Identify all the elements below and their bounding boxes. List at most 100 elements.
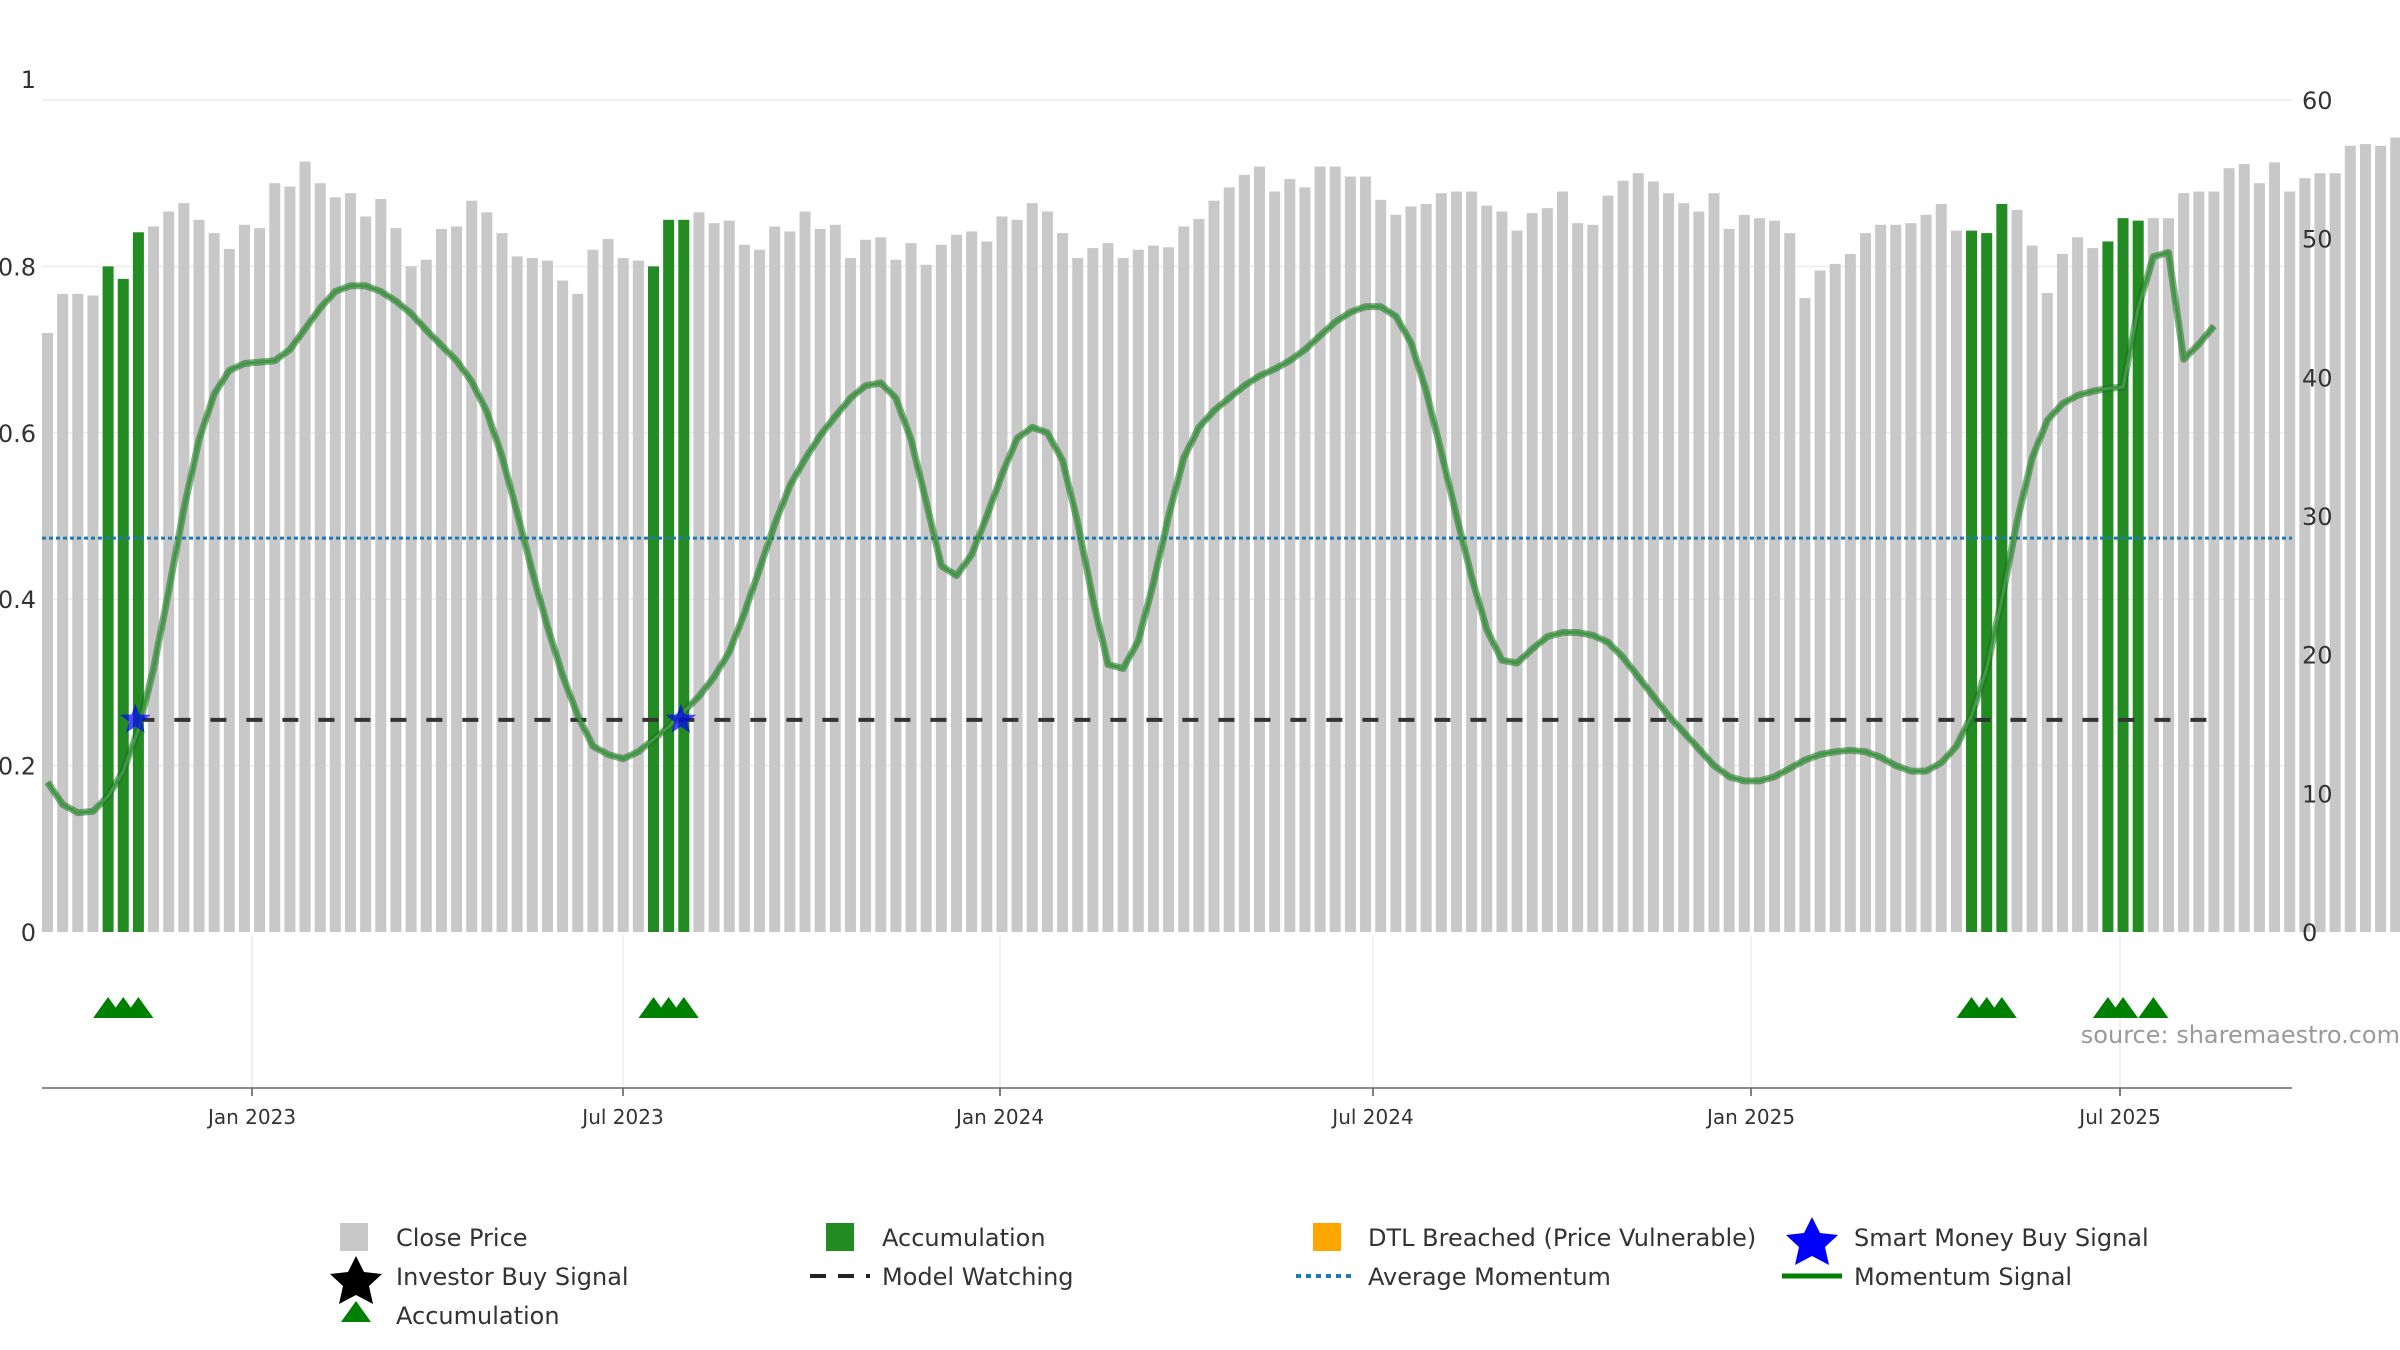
- close-price-bar: [481, 212, 493, 932]
- close-price-bar: [769, 226, 781, 933]
- accumulation-bar: [663, 219, 675, 933]
- close-price-bar: [2238, 164, 2250, 933]
- close-price-bar: [2056, 253, 2068, 933]
- close-price-bar: [466, 200, 478, 932]
- close-price-bar: [981, 241, 993, 932]
- right-axis-tick-label: 60: [2302, 87, 2333, 115]
- close-price-bar: [1935, 204, 1947, 932]
- close-price-bar: [2178, 193, 2190, 932]
- left-axis-tick-label: 1: [21, 66, 36, 94]
- close-price-bar: [2041, 293, 2053, 932]
- close-price-bar: [254, 228, 266, 933]
- close-price-bar: [1632, 173, 1644, 932]
- close-price-bar: [451, 226, 463, 933]
- legend-accumulation-triangle-label: Accumulation: [396, 1302, 560, 1330]
- close-price-bar: [1269, 191, 1281, 932]
- close-price-bar: [2011, 209, 2023, 933]
- close-price-bar: [2163, 218, 2174, 933]
- close-price-bar: [1072, 258, 1084, 933]
- source-annotation: source: sharemaestro.com: [2081, 1021, 2400, 1049]
- close-price-bar: [1481, 205, 1493, 932]
- close-price-bar: [1663, 193, 1675, 932]
- close-price-bar: [1693, 211, 1705, 932]
- close-price-bar: [1890, 224, 1902, 933]
- accumulation-triangle: [668, 997, 699, 1018]
- close-price-bar: [148, 226, 160, 933]
- close-price-bar: [1208, 200, 1220, 932]
- accumulation-bar: [117, 278, 129, 932]
- close-price-bar: [1011, 219, 1023, 933]
- close-price-bar: [1284, 179, 1296, 933]
- close-price-bar: [829, 224, 841, 933]
- smart-money-buy-star: [665, 703, 696, 733]
- close-price-bar: [87, 295, 99, 932]
- close-price-bar: [875, 237, 887, 932]
- momentum-signal-line-highlight: [46, 251, 2216, 815]
- close-price-bar: [1647, 181, 1659, 932]
- close-price-bar: [1572, 223, 1584, 933]
- close-price-bar: [1708, 193, 1720, 932]
- close-price-bar: [2314, 173, 2326, 932]
- legend-average-momentum-label: Average Momentum: [1368, 1263, 1611, 1291]
- close-price-bar: [1178, 226, 1190, 933]
- close-price-bar: [617, 258, 629, 933]
- accumulation-bar: [2132, 220, 2144, 932]
- close-price-bar: [1057, 233, 1069, 932]
- close-price-bar: [738, 244, 750, 932]
- close-price-bar: [360, 216, 372, 933]
- close-price-bar: [1860, 233, 1871, 932]
- legend-dtl-breached-swatch: [1313, 1223, 1341, 1251]
- close-price-bar: [951, 234, 962, 932]
- legend-investor-star-icon: [330, 1256, 382, 1304]
- close-price-bar: [1799, 298, 1811, 932]
- close-price-bar: [1344, 176, 1356, 932]
- legend-smart-money-star-icon: [1786, 1217, 1838, 1265]
- close-price-bar: [1950, 230, 1962, 932]
- close-price-bar: [708, 223, 720, 933]
- close-price-bar: [1132, 249, 1144, 932]
- x-axis-tick-label: Jan 2025: [1705, 1105, 1795, 1129]
- accumulation-bar: [648, 266, 659, 932]
- legend-model-watching-label: Model Watching: [882, 1263, 1074, 1291]
- close-price-bar: [1602, 195, 1614, 932]
- momentum-signal-layer: [44, 249, 2217, 817]
- close-price-bar: [1117, 258, 1129, 933]
- accumulation-triangle: [123, 997, 154, 1018]
- close-price-bar: [1450, 191, 1462, 932]
- close-price-bar: [1329, 166, 1341, 932]
- close-price-bar: [860, 239, 872, 932]
- close-price-bar: [1405, 206, 1417, 933]
- close-price-bar: [511, 256, 523, 932]
- close-price-bar: [1223, 187, 1235, 933]
- close-price-bar: [1299, 187, 1311, 933]
- x-axis-tick-label: Jan 2024: [954, 1105, 1044, 1129]
- close-price-bar: [1511, 230, 1523, 932]
- left-axis-tick-label: 0: [21, 919, 36, 947]
- accumulation-bar: [2117, 218, 2129, 933]
- legend-accumulation-triangle-icon: [341, 1301, 371, 1322]
- left-axis-tick-label: 0.8: [0, 253, 36, 281]
- close-price-bar: [784, 231, 796, 932]
- x-axis-tick-label: Jul 2025: [2077, 1105, 2160, 1129]
- close-price-bar: [2253, 183, 2265, 932]
- close-price-bar: [1617, 180, 1629, 933]
- close-price-bar: [435, 228, 447, 932]
- close-price-bar: [1814, 270, 1826, 932]
- close-price-bar: [1360, 176, 1372, 932]
- close-price-bar: [1390, 214, 1402, 933]
- legend-close-price-label: Close Price: [396, 1224, 528, 1252]
- close-price-bar: [1026, 203, 1038, 933]
- left-axis-tick-label: 0.2: [0, 753, 36, 781]
- close-price-bar: [2344, 145, 2356, 932]
- close-price-bar: [1829, 263, 1841, 932]
- close-price-bar: [1784, 233, 1796, 932]
- accumulation-bar: [1966, 230, 1978, 932]
- right-axis-tick-label: 20: [2302, 642, 2333, 670]
- close-price-bar: [844, 258, 856, 933]
- accumulation-bar: [2102, 241, 2114, 932]
- close-price-bar: [42, 332, 53, 933]
- accumulation-bar: [1996, 204, 2008, 932]
- close-price-bar: [1420, 204, 1432, 932]
- close-price-bar: [1496, 211, 1508, 932]
